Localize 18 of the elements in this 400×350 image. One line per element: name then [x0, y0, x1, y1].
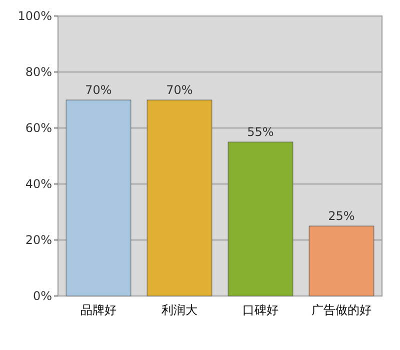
y-tick-label: 0% [32, 289, 52, 303]
data-label: 55% [247, 125, 274, 139]
data-label: 70% [166, 83, 193, 97]
bar [228, 142, 294, 296]
bar [146, 100, 212, 296]
y-tick-label: 100% [18, 9, 52, 23]
data-label: 25% [328, 209, 355, 223]
x-tick-label: 品牌好 [80, 303, 116, 317]
bar [308, 226, 374, 296]
y-tick-label: 20% [25, 233, 52, 247]
x-tick-label: 利润大 [162, 303, 198, 317]
x-tick-label: 口碑好 [242, 303, 278, 317]
x-tick-label: 广告做的好 [312, 303, 372, 317]
bar [66, 100, 132, 296]
data-label: 70% [85, 83, 112, 97]
y-tick-label: 40% [25, 177, 52, 191]
y-tick-label: 60% [25, 121, 52, 135]
y-tick-label: 80% [25, 65, 52, 79]
